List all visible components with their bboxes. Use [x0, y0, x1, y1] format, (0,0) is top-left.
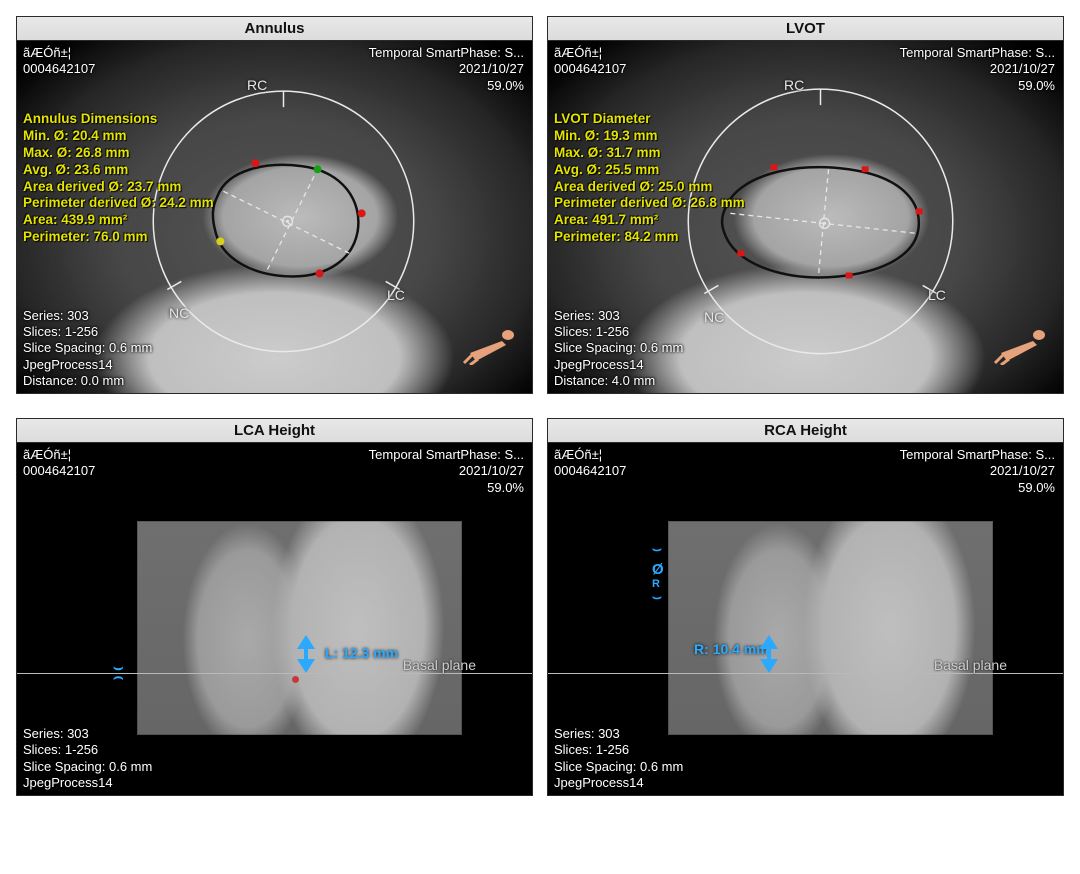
patient-info: ãÆÓñ±¦ 0004642107 — [23, 45, 95, 78]
patient-info: ãÆÓñ±¦ 0004642107 — [554, 447, 626, 480]
plane-handle-icon[interactable]: ⌣ØR⌣ — [652, 543, 664, 605]
measurement-readout: LVOT Diameter Min. Ø: 19.3 mm Max. Ø: 31… — [554, 111, 745, 246]
patient-info: ãÆÓñ±¦ 0004642107 — [23, 447, 95, 480]
cusp-label-rc: RC — [247, 77, 267, 95]
ct-image-inset — [668, 521, 993, 735]
panel-grid: Annulus RC LC NC ãÆÓñ — [16, 16, 1064, 796]
height-marker[interactable]: R: 10.4 mm — [760, 635, 778, 673]
cusp-marker — [216, 237, 224, 245]
cusp-label-rc: RC — [784, 77, 804, 95]
cusp-marker — [314, 165, 322, 173]
cusp-label-lc: LC — [387, 287, 405, 305]
double-arrow-icon — [760, 635, 778, 673]
annulus-contour — [213, 165, 358, 277]
cusp-marker — [358, 209, 366, 217]
acquisition-info: Temporal SmartPhase: S... 2021/10/27 59.… — [900, 447, 1055, 496]
panel-title: LVOT — [548, 17, 1063, 41]
cusp-label-nc: NC — [704, 309, 724, 327]
height-value: R: 10.4 mm — [694, 641, 769, 659]
series-info: Series: 303 Slices: 1-256 Slice Spacing:… — [23, 308, 152, 389]
viewport-lvot[interactable]: RC LC NC ãÆÓñ±¦ 0004642107 Temporal Smar… — [548, 41, 1063, 393]
series-info: Series: 303 Slices: 1-256 Slice Spacing:… — [554, 308, 683, 389]
cusp-marker — [251, 159, 259, 167]
cusp-label-lc: LC — [928, 287, 946, 305]
viewport-lca[interactable]: Basal plane ⌣⌢ L: 12.3 mm ãÆÓñ±¦ 0004642… — [17, 443, 532, 795]
panel-lvot: LVOT RC LC NC ãÆÓñ±¦ — [547, 16, 1064, 394]
measurement-readout: Annulus Dimensions Min. Ø: 20.4 mm Max. … — [23, 111, 214, 246]
patient-info: ãÆÓñ±¦ 0004642107 — [554, 45, 626, 78]
viewport-rca[interactable]: Basal plane ⌣ØR⌣ R: 10.4 mm ãÆÓñ±¦ 00046… — [548, 443, 1063, 795]
acquisition-info: Temporal SmartPhase: S... 2021/10/27 59.… — [369, 45, 524, 94]
panel-title: Annulus — [17, 17, 532, 41]
cusp-marker — [316, 269, 324, 277]
panel-rca-height: RCA Height Basal plane ⌣ØR⌣ R: 10.4 mm ã… — [547, 418, 1064, 796]
acquisition-info: Temporal SmartPhase: S... 2021/10/27 59.… — [369, 447, 524, 496]
cusp-label-nc: NC — [169, 305, 189, 323]
panel-title: LCA Height — [17, 419, 532, 443]
panel-annulus: Annulus RC LC NC ãÆÓñ — [16, 16, 533, 394]
panel-title: RCA Height — [548, 419, 1063, 443]
acquisition-info: Temporal SmartPhase: S... 2021/10/27 59.… — [900, 45, 1055, 94]
basal-plane-label: Basal plane — [934, 657, 1007, 675]
viewport-annulus[interactable]: RC LC NC ãÆÓñ±¦ 0004642107 Temporal Smar… — [17, 41, 532, 393]
series-info: Series: 303 Slices: 1-256 Slice Spacing:… — [554, 726, 683, 791]
orientation-figure-icon — [993, 325, 1051, 365]
orientation-figure-icon — [462, 325, 520, 365]
panel-lca-height: LCA Height Basal plane ⌣⌢ L: 12.3 mm ãÆÓ… — [16, 418, 533, 796]
series-info: Series: 303 Slices: 1-256 Slice Spacing:… — [23, 726, 152, 791]
